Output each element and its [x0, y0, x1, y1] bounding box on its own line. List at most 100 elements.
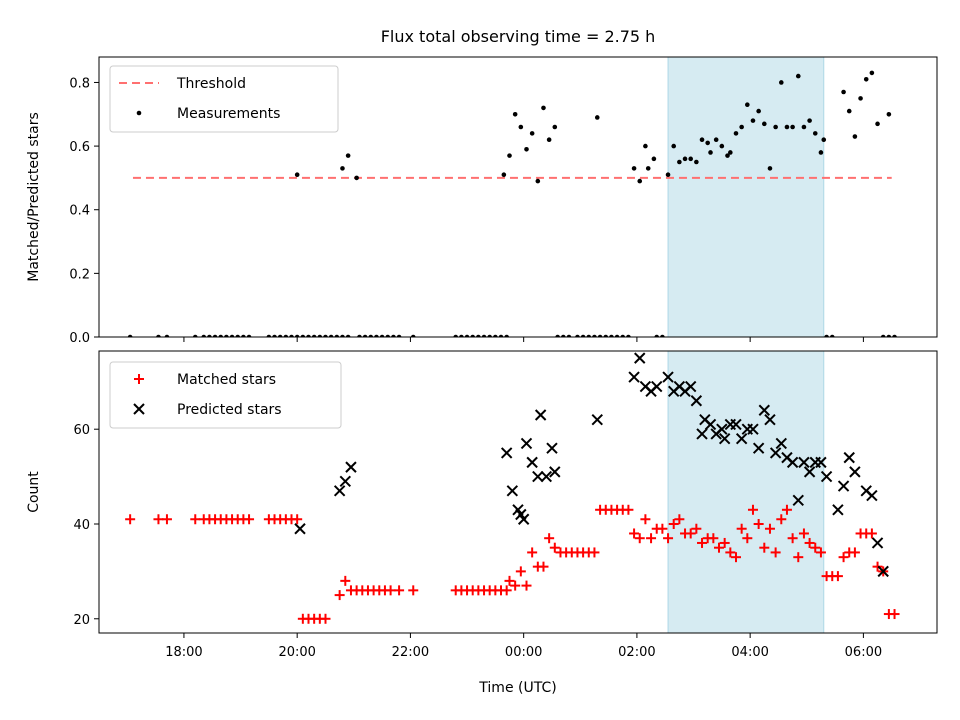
matched-stars-point — [714, 542, 725, 553]
matched-stars-point — [787, 533, 798, 544]
measurements-point — [719, 143, 725, 149]
matched-stars-point — [872, 561, 883, 572]
measurements-point — [518, 124, 524, 130]
matched-stars-point — [793, 552, 804, 563]
legend-predicted-stars-label: Predicted stars — [177, 402, 282, 418]
matched-stars-point — [866, 528, 877, 539]
measurements-point — [767, 166, 773, 171]
predicted-stars-point — [820, 470, 833, 483]
predicted-stars-point — [546, 442, 558, 454]
matched-stars-point — [764, 523, 775, 534]
plot-area-ratio — [127, 70, 897, 337]
measurements-point — [841, 89, 846, 95]
chart-title: Flux total observing time = 2.75 h — [381, 27, 656, 46]
y-tick-label: 0.2 — [69, 267, 90, 282]
measurements-point — [812, 131, 818, 136]
matched-stars-point — [544, 533, 555, 544]
measurements-point — [560, 334, 566, 337]
matched-stars-point — [770, 547, 781, 558]
measurements-point — [643, 143, 648, 149]
measurements-point — [892, 334, 897, 337]
y-axis-title-ratio: Matched/Predicted stars — [26, 112, 42, 282]
predicted-stars-point — [747, 423, 759, 435]
matched-stars-point — [719, 537, 730, 548]
measurements-point — [886, 334, 892, 337]
legend-measurements-label: Measurements — [177, 106, 280, 122]
matched-stars-point — [504, 575, 515, 586]
predicted-stars-point — [798, 456, 810, 469]
measurements-point — [311, 334, 317, 337]
matched-stars-point — [730, 552, 741, 563]
measurements-point — [671, 143, 677, 149]
measurements-point — [164, 334, 170, 337]
measurements-point — [852, 134, 858, 139]
predicted-stars-point — [526, 456, 538, 469]
matched-stars-point — [640, 514, 651, 525]
matched-stars-point — [759, 542, 770, 553]
measurements-point — [875, 121, 880, 127]
measurements-point — [470, 334, 476, 337]
legend-box — [109, 361, 342, 429]
measurements-point — [512, 111, 518, 117]
measurements-point — [660, 334, 665, 337]
measurements-point — [294, 334, 300, 337]
matched-stars-point — [340, 575, 351, 586]
y-tick-label: 0.6 — [69, 140, 90, 155]
predicted-stars-point — [775, 437, 787, 450]
matched-stars-point — [725, 547, 736, 558]
matched-stars-point — [501, 585, 512, 596]
predicted-stars-point — [520, 437, 533, 450]
measurements-point — [300, 334, 306, 337]
predicted-stars-point — [792, 494, 804, 507]
measurements-point — [682, 156, 688, 162]
matched-stars-point — [804, 537, 815, 548]
measurements-point — [688, 156, 693, 162]
x-tick-label: 20:00 — [278, 645, 315, 660]
measurements-point — [609, 334, 614, 337]
measurements-point — [818, 150, 824, 155]
measurements-point — [637, 178, 643, 184]
measurements-point — [614, 334, 620, 337]
measurements-point — [218, 334, 224, 337]
measurements-point — [283, 334, 289, 337]
observing-span-ratio — [667, 56, 825, 338]
y-tick-label: 0.8 — [69, 76, 90, 91]
predicted-stars-point — [517, 513, 530, 525]
measurements-point — [858, 96, 863, 101]
measurements-point — [156, 334, 161, 337]
y-tick-label: 20 — [73, 613, 90, 628]
matched-stars-point — [549, 542, 560, 553]
matched-stars-point — [153, 514, 164, 525]
measurements-point — [880, 334, 886, 337]
matched-stars-point — [668, 518, 679, 529]
measurements-point — [762, 121, 767, 127]
measurements-point — [385, 334, 391, 337]
legend-threshold-label: Threshold — [176, 76, 246, 92]
matched-stars-point — [589, 547, 600, 558]
measurements-point — [713, 137, 719, 143]
measurements-point — [728, 150, 733, 155]
legend-ratio: Threshold Measurements — [109, 65, 339, 133]
axes-frame-count — [98, 350, 938, 634]
matched-stars-point — [385, 585, 396, 596]
predicted-stars-point — [704, 418, 717, 431]
matched-stars-point — [810, 542, 821, 553]
predicted-stars-point — [662, 371, 674, 383]
measurements-point — [127, 334, 133, 337]
predicted-stars-point — [651, 380, 663, 393]
measurements-point — [207, 334, 212, 337]
measurements-point — [745, 102, 750, 108]
matched-stars-point — [657, 523, 668, 534]
measurements-point — [869, 70, 875, 76]
measurements-point — [603, 334, 609, 337]
predicted-stars-point — [716, 423, 728, 435]
measurements-point — [733, 131, 739, 136]
predicted-stars-point — [832, 504, 844, 516]
matched-stars-point — [747, 504, 758, 515]
measurements-point — [368, 334, 374, 337]
x-tick-label: 18:00 — [165, 645, 202, 660]
x-tick-label: 22:00 — [392, 645, 429, 660]
measurements-point — [665, 172, 671, 178]
matched-stars-point — [753, 518, 764, 529]
